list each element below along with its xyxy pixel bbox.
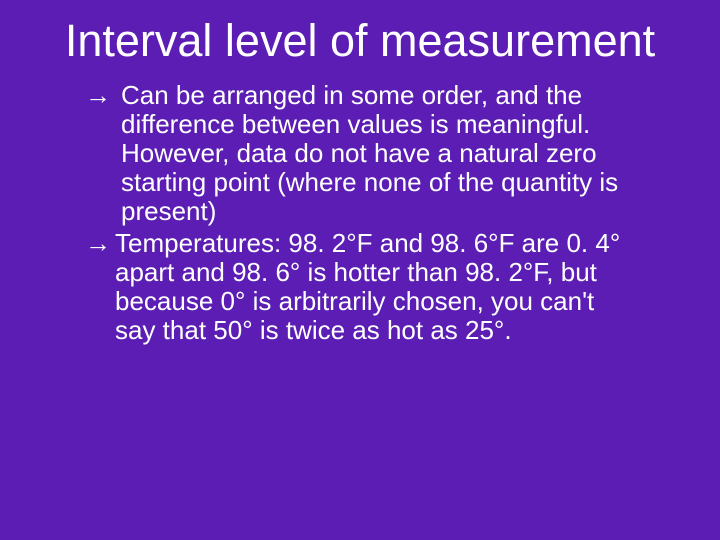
slide: Interval level of measurement → Can be a… bbox=[0, 0, 720, 540]
arrow-icon: → bbox=[85, 229, 111, 259]
arrow-icon: → bbox=[85, 81, 111, 111]
bullet-item: → Temperatures: 98. 2°F and 98. 6°F are … bbox=[85, 229, 635, 345]
slide-body: → Can be arranged in some order, and the… bbox=[0, 81, 720, 347]
bullet-item: → Can be arranged in some order, and the… bbox=[85, 81, 635, 227]
bullet-text: Temperatures: 98. 2°F and 98. 6°F are 0.… bbox=[115, 229, 635, 345]
bullet-text: Can be arranged in some order, and the d… bbox=[121, 81, 635, 227]
slide-title: Interval level of measurement bbox=[0, 18, 720, 63]
